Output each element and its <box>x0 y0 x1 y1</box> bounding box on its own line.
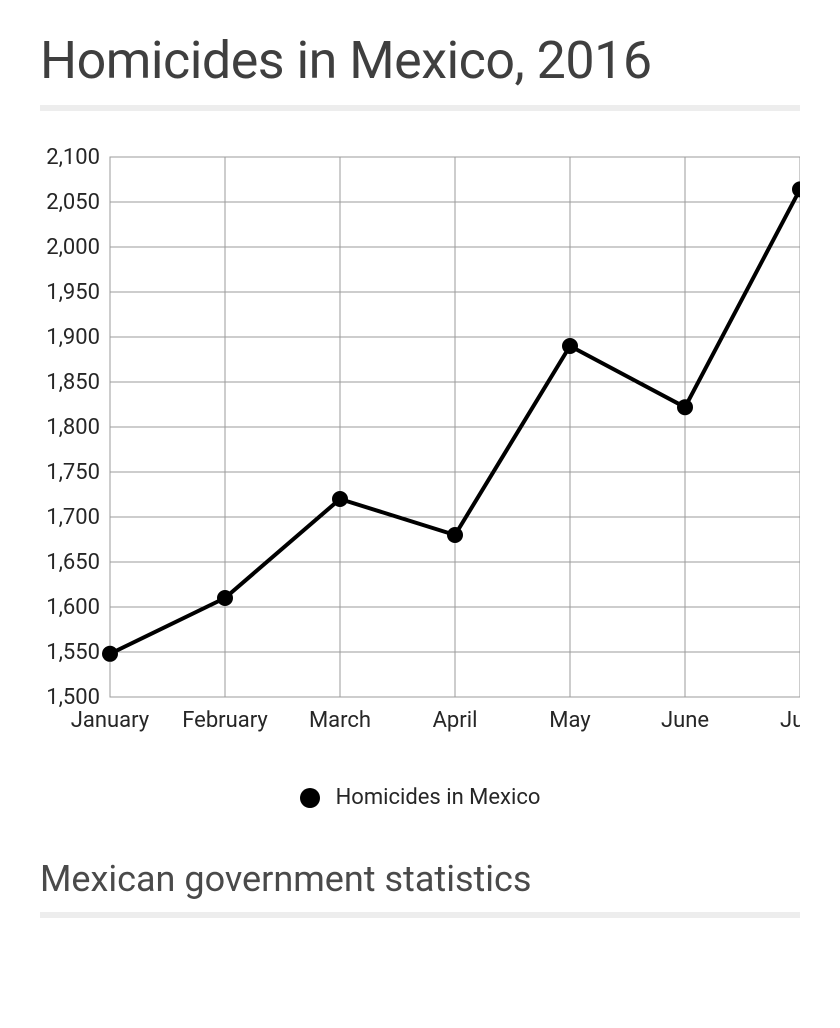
y-tick-label: 1,700 <box>46 505 100 530</box>
legend-label: Homicides in Mexico <box>336 785 541 810</box>
y-tick-label: 1,550 <box>46 640 100 665</box>
data-point <box>217 590 233 606</box>
y-tick-label: 1,900 <box>46 325 100 350</box>
y-tick-label: 2,000 <box>46 235 100 260</box>
x-tick-label: January <box>71 708 150 733</box>
data-point <box>102 646 118 662</box>
x-tick-label: February <box>182 708 268 733</box>
source-subtitle: Mexican government statistics <box>40 858 800 900</box>
chart-svg: 1,500 1,550 1,600 1,650 1,700 1,750 1,800 1,850… <box>40 147 800 747</box>
y-tick-label: 1,650 <box>46 550 100 575</box>
chart-title: Homicides in Mexico, 2016 <box>40 30 800 91</box>
y-tick-label: 1,800 <box>46 415 100 440</box>
y-tick-label: 1,750 <box>46 460 100 485</box>
y-tick-label: 1,600 <box>46 595 100 620</box>
x-tick-label: March <box>309 708 371 733</box>
line-chart: 1,500 1,550 1,600 1,650 1,700 1,750 1,800 1,850… <box>40 147 800 747</box>
data-point <box>677 399 693 415</box>
y-tick-label: 1,950 <box>46 280 100 305</box>
legend: Homicides in Mexico <box>40 785 800 810</box>
y-tick-label: 2,100 <box>46 147 100 170</box>
x-tick-label: May <box>549 708 591 733</box>
data-point <box>562 338 578 354</box>
x-tick-label: July <box>780 708 800 733</box>
y-tick-label: 1,850 <box>46 370 100 395</box>
y-tick-label: 1,500 <box>46 685 100 710</box>
title-divider <box>40 105 800 111</box>
subtitle-divider <box>40 912 800 918</box>
x-tick-label: April <box>433 708 478 733</box>
data-point <box>332 491 348 507</box>
y-tick-label: 2,050 <box>46 190 100 215</box>
legend-marker-icon <box>300 788 320 808</box>
data-point <box>447 527 463 543</box>
x-tick-label: June <box>661 708 709 733</box>
